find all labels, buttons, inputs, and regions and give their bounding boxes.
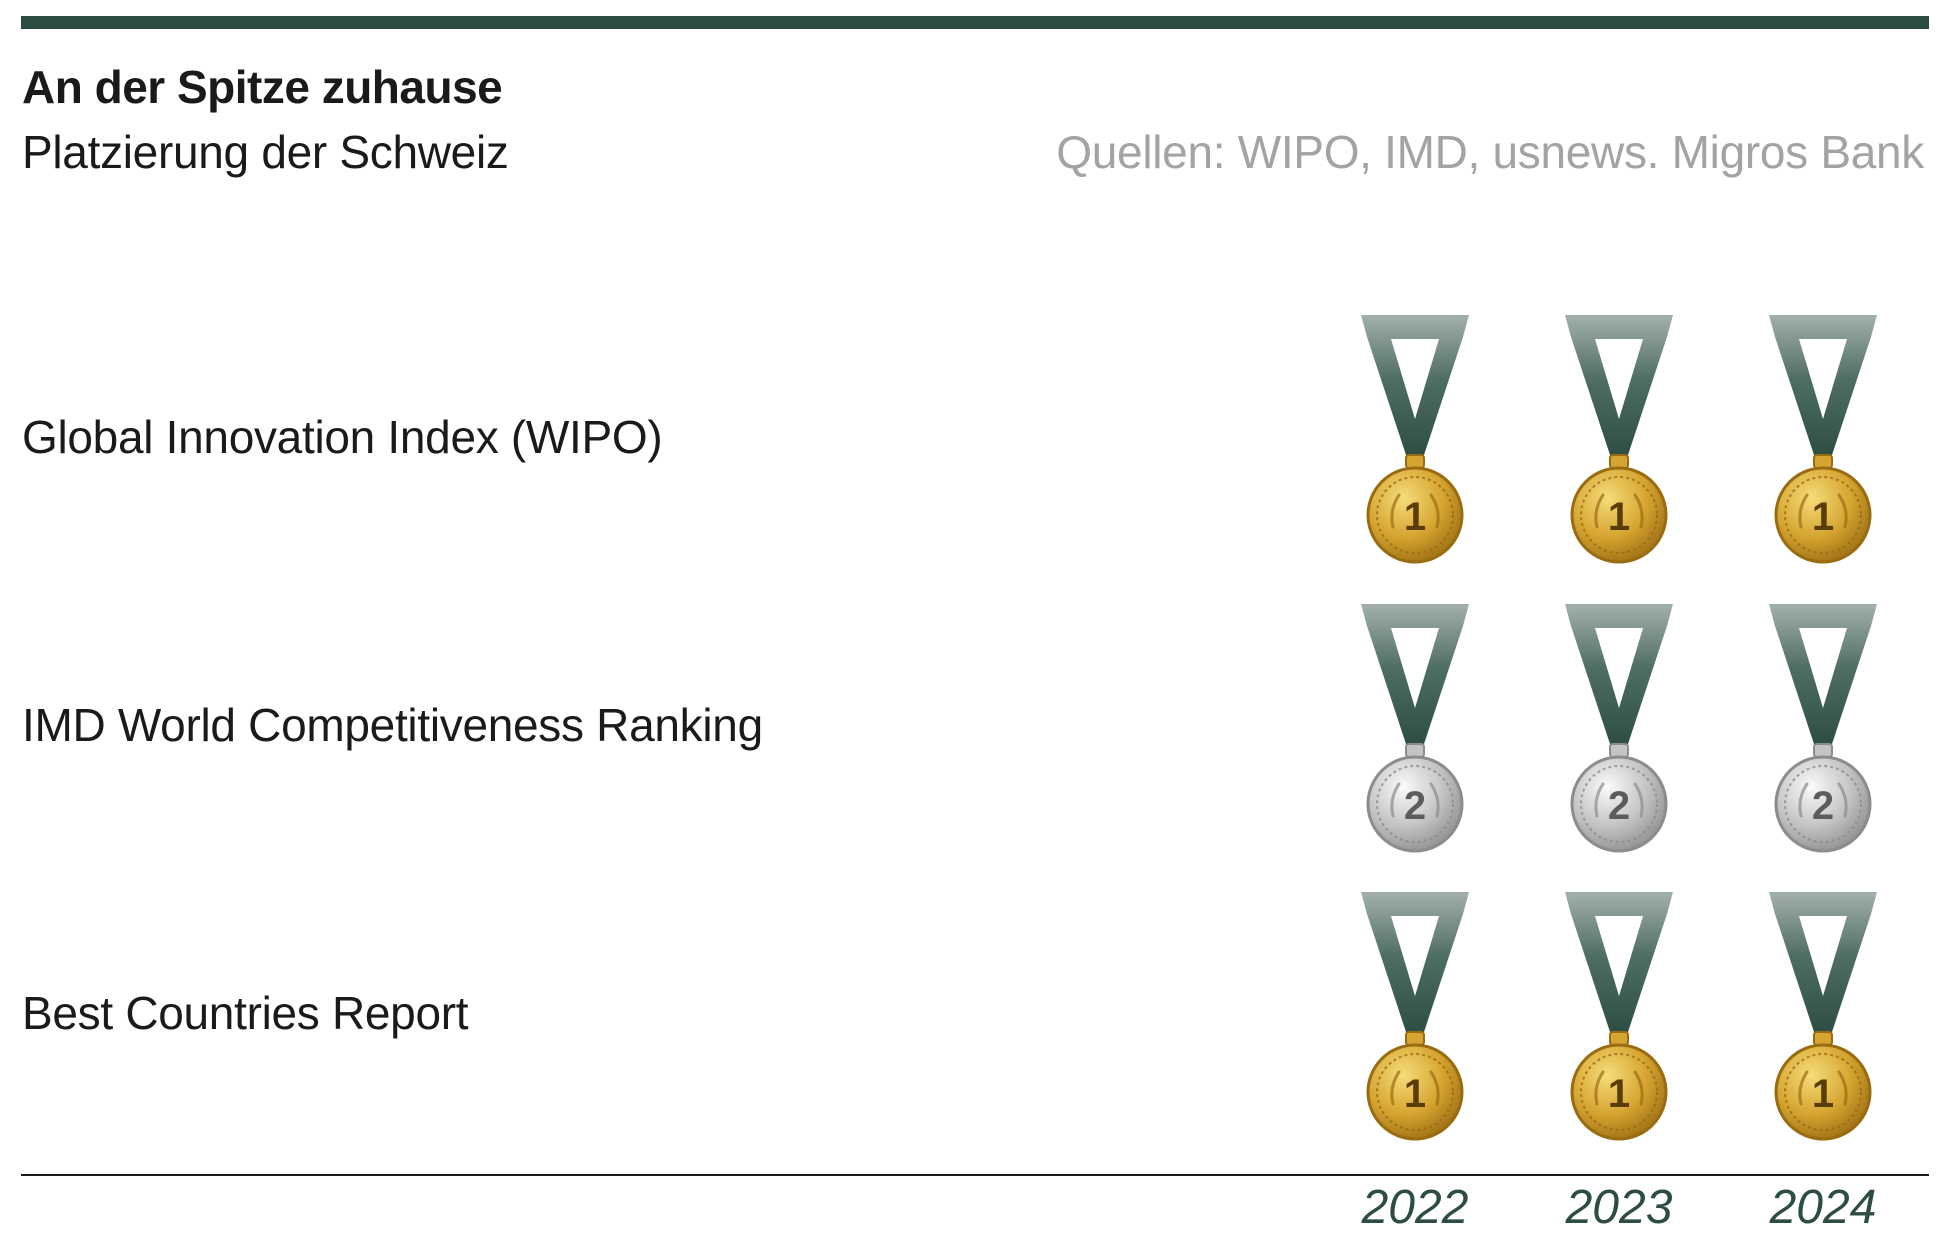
row-label: IMD World Competitiveness Ranking	[22, 699, 763, 751]
svg-text:2: 2	[1608, 784, 1630, 828]
svg-text:1: 1	[1404, 495, 1426, 539]
svg-text:2: 2	[1812, 784, 1834, 828]
svg-text:1: 1	[1404, 1072, 1426, 1116]
row-label: Global Innovation Index (WIPO)	[22, 411, 663, 463]
bottom-rule	[21, 1174, 1929, 1176]
chart-title: An der Spitze zuhause	[22, 61, 503, 113]
silver-medal-icon: 2	[1559, 604, 1679, 854]
gold-medal-icon: 1	[1355, 892, 1475, 1142]
year-tick-label: 2023	[1565, 1181, 1673, 1234]
svg-text:1: 1	[1812, 495, 1834, 539]
gold-medal-icon: 1	[1763, 892, 1883, 1142]
svg-text:1: 1	[1812, 1072, 1834, 1116]
svg-text:1: 1	[1608, 1072, 1630, 1116]
gold-medal-icon: 1	[1355, 315, 1475, 565]
row-label: Best Countries Report	[22, 987, 469, 1039]
year-tick-label: 2022	[1361, 1181, 1469, 1234]
gold-medal-icon: 1	[1763, 315, 1883, 565]
year-tick-label: 2024	[1769, 1181, 1877, 1234]
gold-medal-icon: 1	[1559, 892, 1679, 1142]
chart-source: Quellen: WIPO, IMD, usnews. Migros Bank	[1056, 126, 1924, 178]
svg-text:1: 1	[1608, 495, 1630, 539]
chart-subtitle: Platzierung der Schweiz	[22, 126, 509, 178]
top-rule	[21, 16, 1929, 29]
gold-medal-icon: 1	[1559, 315, 1679, 565]
silver-medal-icon: 2	[1355, 604, 1475, 854]
svg-text:2: 2	[1404, 784, 1426, 828]
silver-medal-icon: 2	[1763, 604, 1883, 854]
